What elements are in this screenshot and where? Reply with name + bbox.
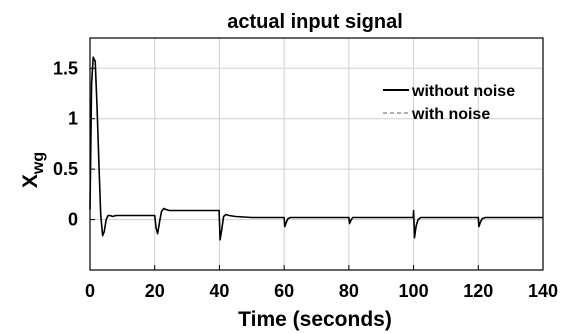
y-axis-label: Xwg: [19, 152, 47, 188]
y-axis-label-main: X: [19, 174, 42, 188]
x-tick-label: 40: [209, 281, 229, 301]
x-tick-label: 80: [339, 281, 359, 301]
y-tick-label: 1: [68, 109, 78, 129]
x-tick-label: 0: [85, 281, 95, 301]
x-tick-label: 100: [399, 281, 429, 301]
x-axis-label: Time (seconds): [238, 308, 392, 331]
y-tick-label: 1.5: [53, 58, 78, 78]
legend-label-without-noise: without noise: [411, 83, 515, 100]
y-tick-label: 0.5: [53, 159, 78, 179]
svg-text:Xwg: Xwg: [19, 152, 47, 188]
x-tick-label: 140: [528, 281, 558, 301]
axis-ticks: 0 20 40 60 80 100 120 140 0 0.5 1 1.5: [53, 58, 558, 301]
y-axis-label-subscript: wg: [30, 152, 47, 175]
chart-title: actual input signal: [227, 11, 403, 33]
legend: without noise with noise: [383, 83, 515, 123]
series-line-without-noise: [89, 56, 543, 241]
y-tick-label: 0: [68, 210, 78, 230]
legend-label-with-noise: with noise: [411, 106, 490, 123]
series-layer: [89, 56, 543, 241]
x-tick-label: 20: [145, 281, 165, 301]
x-tick-label: 120: [463, 281, 493, 301]
x-tick-label: 60: [274, 281, 294, 301]
